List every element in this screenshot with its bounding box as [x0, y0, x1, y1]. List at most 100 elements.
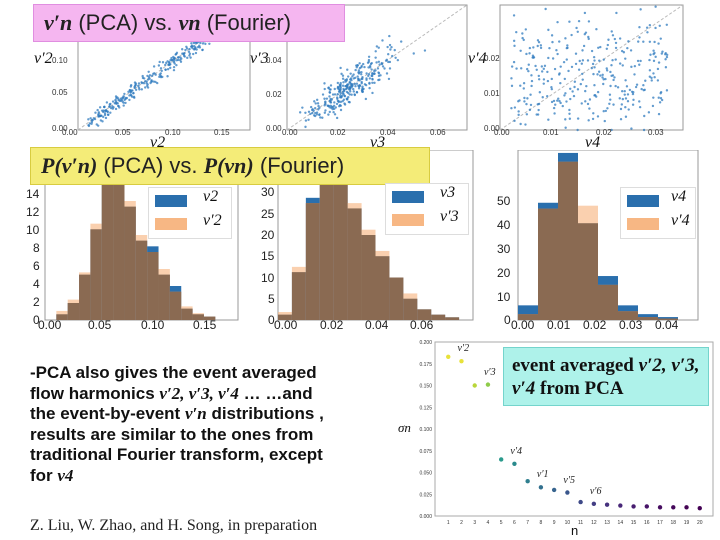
- scatter-point: [331, 107, 334, 111]
- hist-bar-overlap: [431, 314, 446, 320]
- scatter-point: [538, 91, 542, 94]
- scatter-point: [370, 68, 373, 71]
- scatter-point: [333, 87, 336, 91]
- scatter-point: [343, 102, 346, 105]
- scatter-point: [195, 48, 198, 51]
- scatter-point: [544, 7, 547, 11]
- scatter-point: [365, 72, 368, 75]
- scatter-point: [102, 105, 106, 109]
- scatter-point: [333, 93, 337, 96]
- scatter-point: [543, 64, 547, 68]
- scatter-point: [140, 81, 143, 84]
- scatter-point: [624, 115, 628, 118]
- scatter-point: [323, 97, 326, 100]
- scatter-point: [556, 99, 559, 102]
- scatter-point: [183, 52, 186, 55]
- scatter-point: [551, 40, 554, 44]
- scatter-point: [390, 45, 393, 49]
- scatter-point: [645, 26, 649, 29]
- scatter-point: [528, 46, 532, 50]
- sigma-xtick: 8: [540, 520, 543, 526]
- scatter2-ytick: 0.04: [266, 56, 282, 65]
- scatter-point: [339, 92, 342, 95]
- scatter-point: [164, 68, 167, 71]
- scatter-point: [626, 93, 630, 96]
- scatter-point: [565, 100, 568, 103]
- scatter-point: [338, 96, 342, 99]
- scatter-point: [118, 106, 121, 109]
- hist-bar-overlap: [658, 318, 678, 320]
- scatter-point: [527, 69, 530, 73]
- scatter-point: [626, 46, 629, 50]
- hist1-ytick: 6: [33, 259, 40, 273]
- scatter-point: [574, 62, 578, 66]
- sigma-point: [697, 505, 702, 511]
- scatter-point: [665, 89, 669, 92]
- scatter-point: [584, 89, 587, 93]
- scatter-point: [632, 98, 635, 102]
- scatter-point: [131, 89, 134, 92]
- scatter-point: [603, 119, 606, 123]
- pca-note-math: v′2, v′3,: [638, 355, 700, 376]
- scatter-point: [102, 115, 105, 119]
- scatter-point: [333, 113, 337, 116]
- scatter-point: [367, 60, 371, 64]
- scatter-point: [370, 74, 373, 78]
- scatter-point: [529, 93, 532, 96]
- hist1-ytick: 2: [33, 295, 40, 309]
- scatter-point: [119, 97, 123, 100]
- scatter-point: [342, 81, 345, 84]
- scatter-point: [133, 81, 137, 84]
- sigma-point: [644, 504, 650, 509]
- scatter-point: [353, 82, 356, 86]
- scatter-point: [659, 90, 663, 94]
- scatter-point: [546, 79, 550, 83]
- sigma-point-label: v′6: [589, 485, 602, 497]
- scatter-point: [89, 117, 92, 120]
- scatter-point: [125, 96, 129, 100]
- sigma-xtick: 17: [657, 520, 663, 526]
- hist2-xtick: 0.06: [410, 318, 434, 332]
- scatter-point: [98, 106, 102, 109]
- scatter-point: [371, 77, 374, 81]
- scatter-point: [377, 74, 381, 78]
- scatter-point: [313, 106, 317, 110]
- scatter-point: [599, 45, 602, 49]
- hist-bar-overlap: [347, 208, 362, 320]
- scatter-point: [350, 79, 353, 82]
- scatter-point: [377, 60, 381, 63]
- scatter3-ytick: 0.02: [484, 54, 500, 63]
- scatter-point: [159, 67, 163, 70]
- scatter-point: [368, 86, 371, 90]
- scatter-point: [123, 98, 126, 102]
- banner-distribution: P(v′n) (PCA) vs. P(vn) (Fourier): [30, 147, 430, 185]
- scatter-point: [637, 40, 640, 43]
- scatter-point: [151, 74, 154, 77]
- scatter-point: [188, 52, 192, 55]
- scatter-point: [568, 108, 571, 112]
- scatter-point: [647, 111, 651, 114]
- sigma-point: [472, 383, 477, 388]
- sigma-ytick: 0.175: [419, 362, 432, 368]
- scatter1-xtick: 0.15: [214, 128, 230, 137]
- sigma-xtick: 6: [513, 520, 516, 526]
- hist1-xtick: 0.15: [193, 318, 217, 332]
- scatter-point: [388, 67, 392, 70]
- scatter-point: [661, 50, 664, 53]
- scatter-point: [530, 79, 534, 83]
- scatter-point: [166, 75, 169, 78]
- scatter-point: [656, 67, 660, 71]
- legend-label: v′2: [203, 212, 222, 229]
- scatter-point: [591, 62, 595, 66]
- hist2-ytick: 25: [261, 207, 275, 221]
- hist1-xtick: 0.05: [88, 318, 112, 332]
- scatter-point: [586, 59, 590, 62]
- hist-bar-overlap: [67, 303, 80, 320]
- scatter-point: [559, 81, 562, 85]
- scatter-point: [564, 118, 567, 121]
- scatter-point: [190, 42, 193, 45]
- scatter-point: [652, 59, 656, 63]
- sigma-xtick: 5: [500, 520, 503, 526]
- hist1-ytick: 14: [26, 187, 40, 201]
- hist-bar-overlap: [618, 311, 638, 320]
